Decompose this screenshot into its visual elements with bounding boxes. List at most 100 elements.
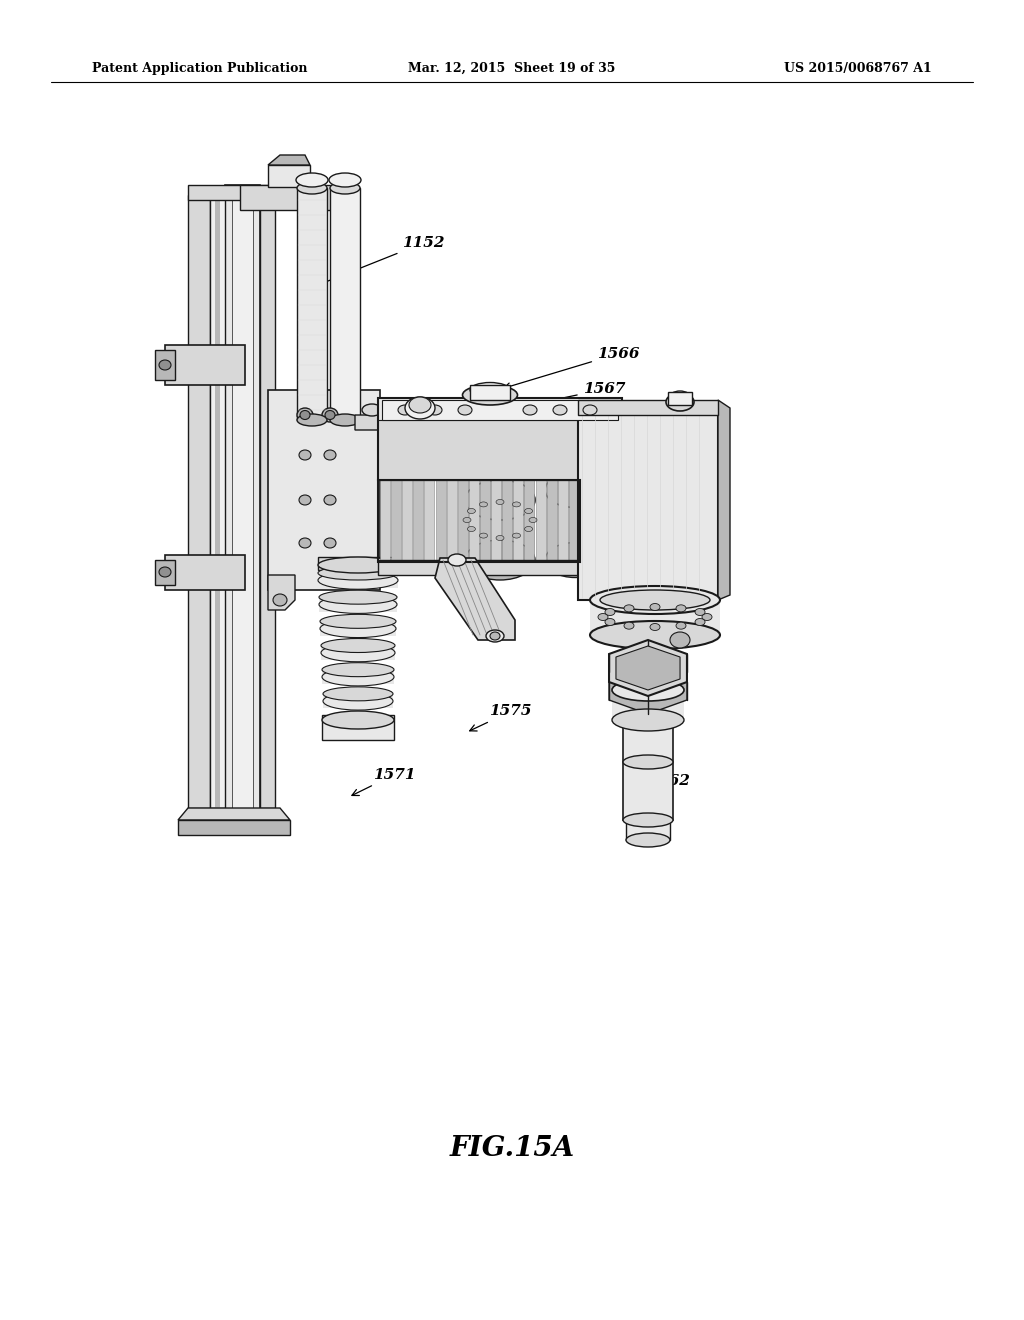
Ellipse shape bbox=[428, 405, 442, 414]
Ellipse shape bbox=[479, 502, 487, 507]
Ellipse shape bbox=[299, 539, 311, 548]
Ellipse shape bbox=[159, 568, 171, 577]
Ellipse shape bbox=[319, 614, 396, 628]
Ellipse shape bbox=[669, 391, 691, 405]
Ellipse shape bbox=[600, 590, 710, 610]
Polygon shape bbox=[480, 480, 490, 560]
Ellipse shape bbox=[319, 590, 397, 605]
Ellipse shape bbox=[318, 572, 398, 589]
Text: 462: 462 bbox=[636, 775, 690, 813]
Polygon shape bbox=[188, 185, 280, 201]
Ellipse shape bbox=[322, 711, 394, 729]
Ellipse shape bbox=[523, 405, 537, 414]
Ellipse shape bbox=[545, 473, 605, 507]
Polygon shape bbox=[458, 480, 468, 560]
Ellipse shape bbox=[329, 173, 361, 187]
Ellipse shape bbox=[496, 536, 504, 540]
Polygon shape bbox=[435, 480, 445, 560]
Text: 238: 238 bbox=[195, 480, 264, 508]
Ellipse shape bbox=[496, 499, 504, 504]
Ellipse shape bbox=[612, 678, 684, 701]
Ellipse shape bbox=[321, 639, 395, 652]
Ellipse shape bbox=[624, 605, 634, 612]
Polygon shape bbox=[502, 480, 512, 560]
Polygon shape bbox=[355, 414, 390, 430]
Ellipse shape bbox=[300, 411, 310, 420]
Text: Patent Application Publication: Patent Application Publication bbox=[92, 62, 307, 75]
Ellipse shape bbox=[330, 182, 360, 194]
Ellipse shape bbox=[319, 595, 397, 614]
Polygon shape bbox=[178, 808, 290, 820]
Ellipse shape bbox=[666, 393, 694, 411]
Ellipse shape bbox=[626, 833, 670, 847]
Polygon shape bbox=[322, 669, 394, 684]
Ellipse shape bbox=[676, 605, 686, 612]
Polygon shape bbox=[268, 389, 380, 590]
Polygon shape bbox=[321, 645, 395, 660]
Polygon shape bbox=[323, 694, 393, 709]
Ellipse shape bbox=[524, 527, 532, 532]
Ellipse shape bbox=[467, 527, 475, 532]
Ellipse shape bbox=[322, 663, 394, 677]
Polygon shape bbox=[155, 560, 175, 585]
Polygon shape bbox=[215, 195, 220, 808]
Polygon shape bbox=[232, 185, 253, 810]
Polygon shape bbox=[446, 480, 457, 560]
Ellipse shape bbox=[297, 414, 327, 426]
Polygon shape bbox=[210, 195, 225, 808]
Ellipse shape bbox=[486, 630, 504, 642]
Polygon shape bbox=[240, 185, 340, 210]
Ellipse shape bbox=[702, 614, 712, 620]
Polygon shape bbox=[414, 480, 423, 560]
Ellipse shape bbox=[324, 539, 336, 548]
Polygon shape bbox=[178, 820, 290, 836]
Text: 1571: 1571 bbox=[352, 768, 416, 796]
Ellipse shape bbox=[605, 619, 615, 626]
Polygon shape bbox=[378, 560, 580, 576]
Polygon shape bbox=[188, 195, 210, 808]
Ellipse shape bbox=[318, 566, 398, 579]
Ellipse shape bbox=[670, 632, 690, 648]
Ellipse shape bbox=[695, 619, 706, 626]
Polygon shape bbox=[378, 399, 622, 480]
Ellipse shape bbox=[470, 383, 510, 397]
Ellipse shape bbox=[623, 755, 673, 770]
Polygon shape bbox=[492, 480, 501, 560]
Ellipse shape bbox=[590, 586, 720, 614]
Ellipse shape bbox=[318, 557, 398, 573]
Polygon shape bbox=[668, 392, 692, 405]
Polygon shape bbox=[609, 640, 687, 696]
Ellipse shape bbox=[695, 609, 706, 615]
Polygon shape bbox=[626, 820, 670, 840]
Polygon shape bbox=[569, 480, 579, 560]
Polygon shape bbox=[424, 480, 434, 560]
Text: 1566: 1566 bbox=[504, 347, 640, 389]
Polygon shape bbox=[718, 400, 730, 601]
Polygon shape bbox=[536, 480, 546, 560]
Polygon shape bbox=[318, 557, 398, 570]
Polygon shape bbox=[470, 385, 510, 400]
Polygon shape bbox=[318, 573, 398, 587]
Ellipse shape bbox=[323, 686, 393, 701]
Polygon shape bbox=[319, 597, 397, 611]
Ellipse shape bbox=[297, 182, 327, 194]
Ellipse shape bbox=[650, 603, 660, 610]
Ellipse shape bbox=[406, 397, 435, 418]
Ellipse shape bbox=[512, 502, 520, 507]
Text: 1567: 1567 bbox=[463, 383, 626, 421]
Ellipse shape bbox=[490, 632, 500, 640]
Ellipse shape bbox=[553, 405, 567, 414]
Ellipse shape bbox=[676, 622, 686, 630]
Polygon shape bbox=[268, 154, 310, 165]
Ellipse shape bbox=[463, 385, 517, 405]
Polygon shape bbox=[578, 400, 718, 414]
Text: 1569: 1569 bbox=[565, 418, 657, 449]
Ellipse shape bbox=[458, 405, 472, 414]
Ellipse shape bbox=[650, 623, 660, 631]
Ellipse shape bbox=[449, 554, 466, 566]
Ellipse shape bbox=[583, 405, 597, 414]
Polygon shape bbox=[268, 576, 295, 610]
Polygon shape bbox=[590, 601, 720, 635]
Polygon shape bbox=[382, 400, 618, 420]
Ellipse shape bbox=[323, 692, 393, 710]
